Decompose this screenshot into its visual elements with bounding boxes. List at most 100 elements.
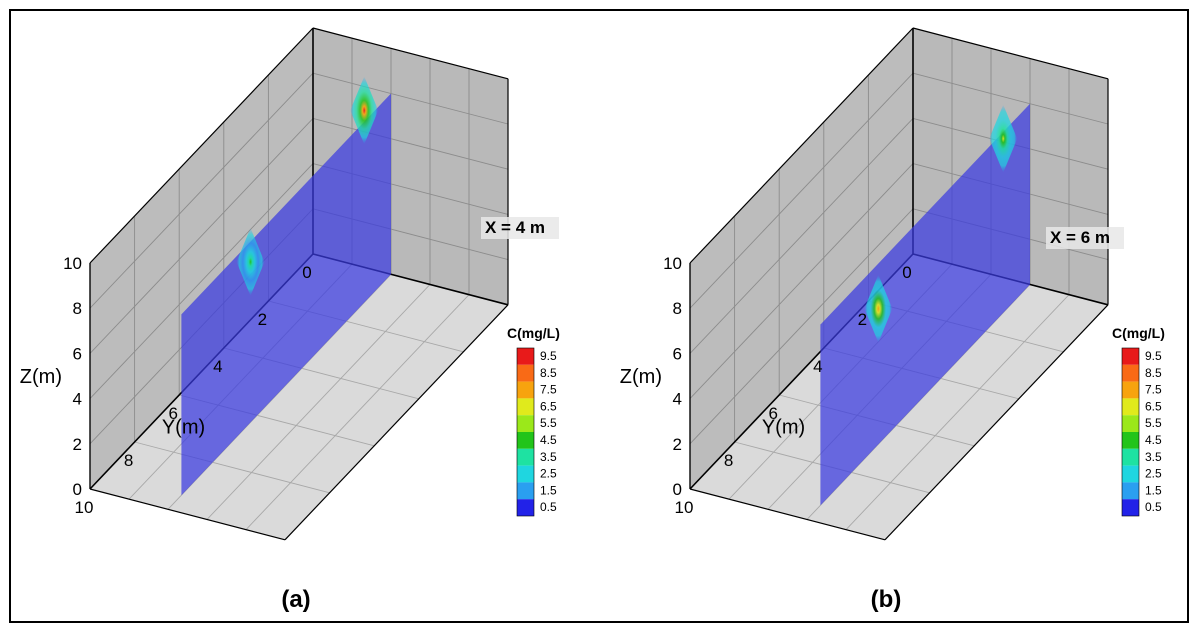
axis-edge [884,304,1109,541]
y-tick-label: 8 [724,451,733,470]
legend-swatch [517,448,534,466]
y-axis-title: Y(m) [762,417,805,439]
z-tick-label: 6 [673,344,682,363]
legend-tick-label: 8.5 [540,366,557,380]
legend-tick-label: 0.5 [1145,500,1162,514]
z-axis-title: Z(m) [20,366,62,388]
axis-edge [912,27,1109,80]
axis-edge [89,488,286,541]
slice-plane [820,103,1030,506]
axis-edge [312,27,509,80]
y-tick-label: 4 [213,357,222,376]
z-tick-label: 8 [673,299,682,318]
legend-tick-label: 9.5 [540,349,557,363]
z-tick-label: 10 [663,254,682,273]
axis-edge [689,27,914,264]
legend-swatch [517,465,534,483]
grid-line [689,208,914,445]
concentration-plume [989,104,1018,173]
legend-tick-label: 2.5 [1145,467,1162,481]
legend-swatch [1122,482,1139,500]
grid-line [89,163,314,399]
grid-line [89,72,314,309]
axis-edge [89,27,314,264]
legend-tick-label: 2.5 [540,467,557,481]
grid-line [689,118,914,354]
y-tick-label: 6 [768,404,777,423]
legend-frame [1121,347,1140,517]
legend-swatch [1122,415,1139,432]
grid-line [245,294,470,530]
y-tick-label: 6 [168,404,177,423]
legend-tick-label: 5.5 [1145,416,1162,430]
y-axis-title: Y(m) [162,417,205,439]
z-tick-label: 8 [73,299,82,318]
legend-frame [516,347,535,517]
z-tick-label: 2 [73,435,82,454]
grid-line [312,72,509,125]
legend-tick-label: 6.5 [540,399,557,413]
side-wall [690,28,913,489]
legend-swatch [517,415,534,432]
z-tick-label: 0 [73,480,82,499]
legend-tick-label: 3.5 [1145,450,1162,464]
legend-swatch [1122,465,1139,483]
legend-swatch [517,398,534,416]
z-tick-label: 2 [673,435,682,454]
legend-swatch [517,482,534,500]
grid-line [689,72,914,309]
legend-tick-label: 7.5 [540,383,557,397]
legend-swatch [1122,398,1139,416]
axis-edge [689,488,886,541]
legend-tick-label: 4.5 [540,433,557,447]
grid-line [89,118,314,354]
z-tick-label: 4 [673,390,682,409]
legend-tick-label: 8.5 [1145,366,1162,380]
grid-line [845,294,1070,530]
legend-swatch [1122,499,1139,516]
y-tick-label: 8 [124,451,133,470]
legend-tick-label: 0.5 [540,500,557,514]
slice-label: X = 6 m [1050,228,1110,247]
legend-swatch [517,364,534,382]
y-tick-label: 10 [75,498,94,517]
grid-line [312,117,509,170]
legend-swatch [517,499,534,516]
z-axis-title: Z(m) [620,366,662,388]
slice-plane [181,93,391,496]
z-tick-label: 6 [73,344,82,363]
legend-tick-label: 4.5 [1145,433,1162,447]
concentration-plume [236,227,265,296]
concentration-plume [350,76,379,145]
legend-swatch [1122,348,1139,365]
legend-tick-label: 3.5 [540,450,557,464]
grid-line [206,284,431,520]
legend-tick-label: 7.5 [1145,383,1162,397]
grid-line [167,274,392,510]
legend-swatch [1122,448,1139,466]
legend-swatch [517,348,534,365]
y-tick-label: 2 [858,310,867,329]
concentration-plume [864,274,893,343]
legend-tick-label: 5.5 [540,416,557,430]
legend-swatch [517,381,534,399]
slice-label-bg [1046,227,1124,249]
legend-title: C(mg/L) [507,325,560,341]
legend-swatch [517,432,534,449]
legend-swatch [1122,432,1139,449]
y-tick-label: 2 [258,310,267,329]
y-tick-label: 10 [675,498,694,517]
legend-swatch [1122,364,1139,382]
legend-title: C(mg/L) [1112,325,1165,341]
legend-tick-label: 9.5 [1145,349,1162,363]
slice-label-bg [481,217,559,239]
legend-tick-label: 1.5 [540,483,557,497]
axis-edge [284,304,509,541]
side-wall [90,28,313,489]
z-tick-label: 0 [673,480,682,499]
y-tick-label: 4 [813,357,822,376]
legend-swatch [1122,381,1139,399]
